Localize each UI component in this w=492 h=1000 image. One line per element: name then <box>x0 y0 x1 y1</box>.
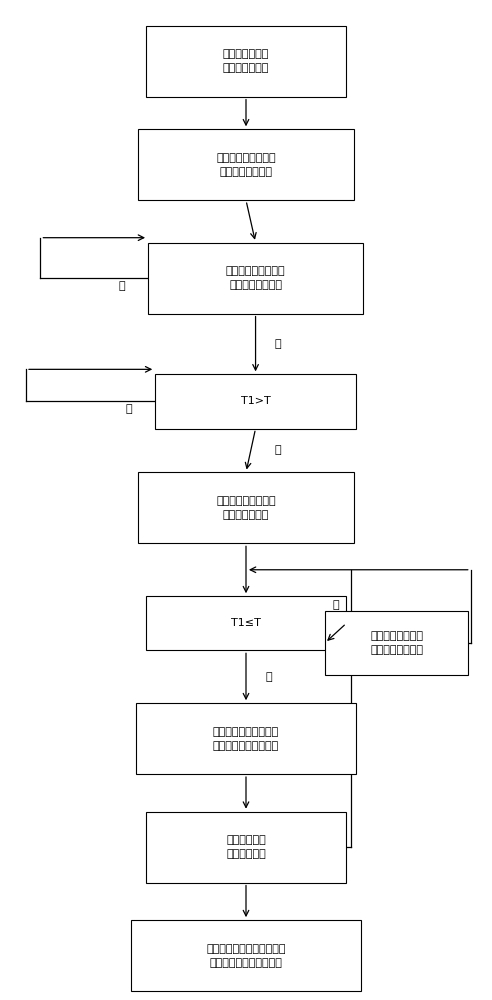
Text: 停机状态接收到
化霜或回油信号: 停机状态接收到 化霜或回油信号 <box>223 49 269 73</box>
FancyBboxPatch shape <box>146 812 346 883</box>
Text: 是: 是 <box>275 339 281 349</box>
Text: 否: 否 <box>332 601 339 611</box>
Text: 节流部件的电磁膨胀
阀开至固定开度: 节流部件的电磁膨胀 阀开至固定开度 <box>216 496 276 520</box>
FancyBboxPatch shape <box>131 920 361 991</box>
FancyBboxPatch shape <box>148 243 363 314</box>
Text: 恢复之前状态，节流部件的
电磁膨胀阀恢复之前开度: 恢复之前状态，节流部件的 电磁膨胀阀恢复之前开度 <box>206 944 286 968</box>
Text: 是: 是 <box>275 445 281 455</box>
Text: 否: 否 <box>125 404 132 414</box>
Text: T1≤T: T1≤T <box>231 618 261 628</box>
Text: 是: 是 <box>265 672 272 682</box>
FancyBboxPatch shape <box>138 129 354 200</box>
FancyBboxPatch shape <box>325 611 468 675</box>
FancyBboxPatch shape <box>138 472 354 543</box>
Text: 关闭节流部件的电磁膨
胀阀，开启旁通电磁阀: 关闭节流部件的电磁膨 胀阀，开启旁通电磁阀 <box>213 727 279 751</box>
FancyBboxPatch shape <box>146 26 346 97</box>
FancyBboxPatch shape <box>146 596 346 650</box>
FancyBboxPatch shape <box>136 703 356 774</box>
Text: 接收到化霜或
回油结束信号: 接收到化霜或 回油结束信号 <box>226 835 266 859</box>
Text: 节流部件的电磁膨
胀阀保持当前开度: 节流部件的电磁膨 胀阀保持当前开度 <box>370 631 423 655</box>
Text: 启动水泵，水流感应
器是否检测到水流: 启动水泵，水流感应 器是否检测到水流 <box>226 266 285 290</box>
Text: 否: 否 <box>119 281 125 291</box>
Text: T1>T: T1>T <box>241 396 271 406</box>
FancyBboxPatch shape <box>155 374 356 429</box>
Text: 保存当前节流部件的
电磁膨胀阀的开度: 保存当前节流部件的 电磁膨胀阀的开度 <box>216 153 276 177</box>
